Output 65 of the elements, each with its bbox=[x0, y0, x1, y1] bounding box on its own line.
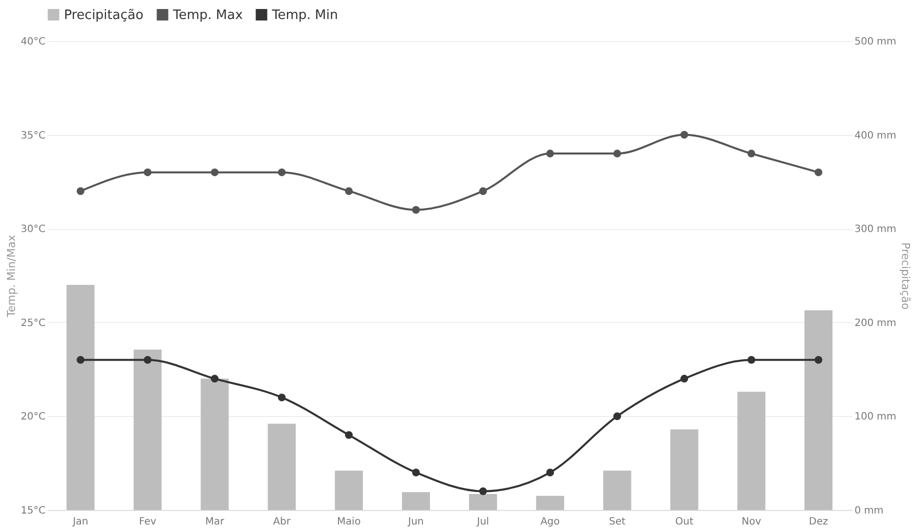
point bbox=[546, 150, 554, 158]
y-tick-label: 30°C bbox=[20, 224, 46, 236]
bar bbox=[402, 492, 430, 510]
point bbox=[814, 168, 822, 176]
point bbox=[345, 431, 353, 439]
point bbox=[210, 374, 219, 383]
y2-axis-title: Precipitação bbox=[899, 242, 912, 310]
point bbox=[546, 468, 554, 476]
y-tick-label: 25°C bbox=[20, 318, 46, 329]
point bbox=[479, 487, 487, 496]
bar bbox=[134, 350, 162, 510]
point bbox=[278, 168, 286, 176]
point bbox=[278, 394, 286, 402]
legend-label: Temp. Max bbox=[172, 8, 244, 23]
y-tick-label: 40°C bbox=[20, 36, 46, 48]
x-tick-label: Mar bbox=[205, 516, 226, 528]
x-tick-label: Jul bbox=[476, 516, 490, 528]
bar bbox=[268, 424, 296, 510]
point bbox=[76, 187, 84, 195]
point bbox=[748, 356, 756, 364]
point bbox=[144, 168, 152, 176]
x-tick-label: Ago bbox=[540, 516, 560, 528]
point bbox=[345, 187, 353, 195]
point bbox=[814, 356, 822, 364]
y2-tick-label: 0 mm bbox=[854, 506, 884, 516]
point bbox=[76, 356, 84, 364]
bar bbox=[670, 429, 698, 510]
point bbox=[144, 356, 152, 364]
y2-tick-label: 100 mm bbox=[854, 412, 896, 423]
bar bbox=[200, 378, 229, 510]
x-tick-label: Nov bbox=[742, 516, 762, 528]
x-tick-label: Jun bbox=[407, 516, 424, 528]
x-tick-label: Abr bbox=[273, 516, 292, 528]
bar bbox=[66, 284, 95, 510]
bar bbox=[536, 496, 564, 510]
y-tick-label: 35°C bbox=[20, 130, 46, 142]
x-tick-label: Maio bbox=[337, 516, 361, 528]
point bbox=[680, 130, 688, 139]
x-tick-label: Fev bbox=[138, 516, 156, 528]
point bbox=[613, 150, 622, 158]
x-tick-label: Dez bbox=[808, 516, 828, 528]
y2-tick-label: 200 mm bbox=[854, 318, 896, 329]
y2-tick-label: 300 mm bbox=[854, 224, 896, 236]
bar bbox=[603, 470, 632, 510]
y-axis-title: Temp. Min/Max bbox=[4, 234, 18, 318]
point bbox=[412, 206, 420, 214]
bar bbox=[737, 392, 766, 510]
y-tick-label: 15°C bbox=[20, 506, 46, 516]
point bbox=[479, 187, 487, 195]
legend-label: Precipitação bbox=[64, 8, 144, 23]
point bbox=[748, 150, 756, 158]
point bbox=[680, 374, 688, 383]
point bbox=[210, 168, 219, 176]
point bbox=[412, 468, 420, 476]
bar bbox=[804, 310, 832, 510]
x-tick-label: Out bbox=[675, 516, 694, 528]
bar bbox=[334, 470, 363, 510]
x-tick-label: Set bbox=[608, 516, 626, 528]
bar bbox=[469, 494, 498, 510]
y-tick-label: 20°C bbox=[20, 412, 46, 423]
point bbox=[613, 412, 622, 420]
y2-tick-label: 400 mm bbox=[854, 130, 896, 142]
y2-tick-label: 500 mm bbox=[854, 36, 896, 48]
x-tick-label: Jan bbox=[72, 516, 88, 528]
legend-label: Temp. Min bbox=[271, 8, 338, 23]
